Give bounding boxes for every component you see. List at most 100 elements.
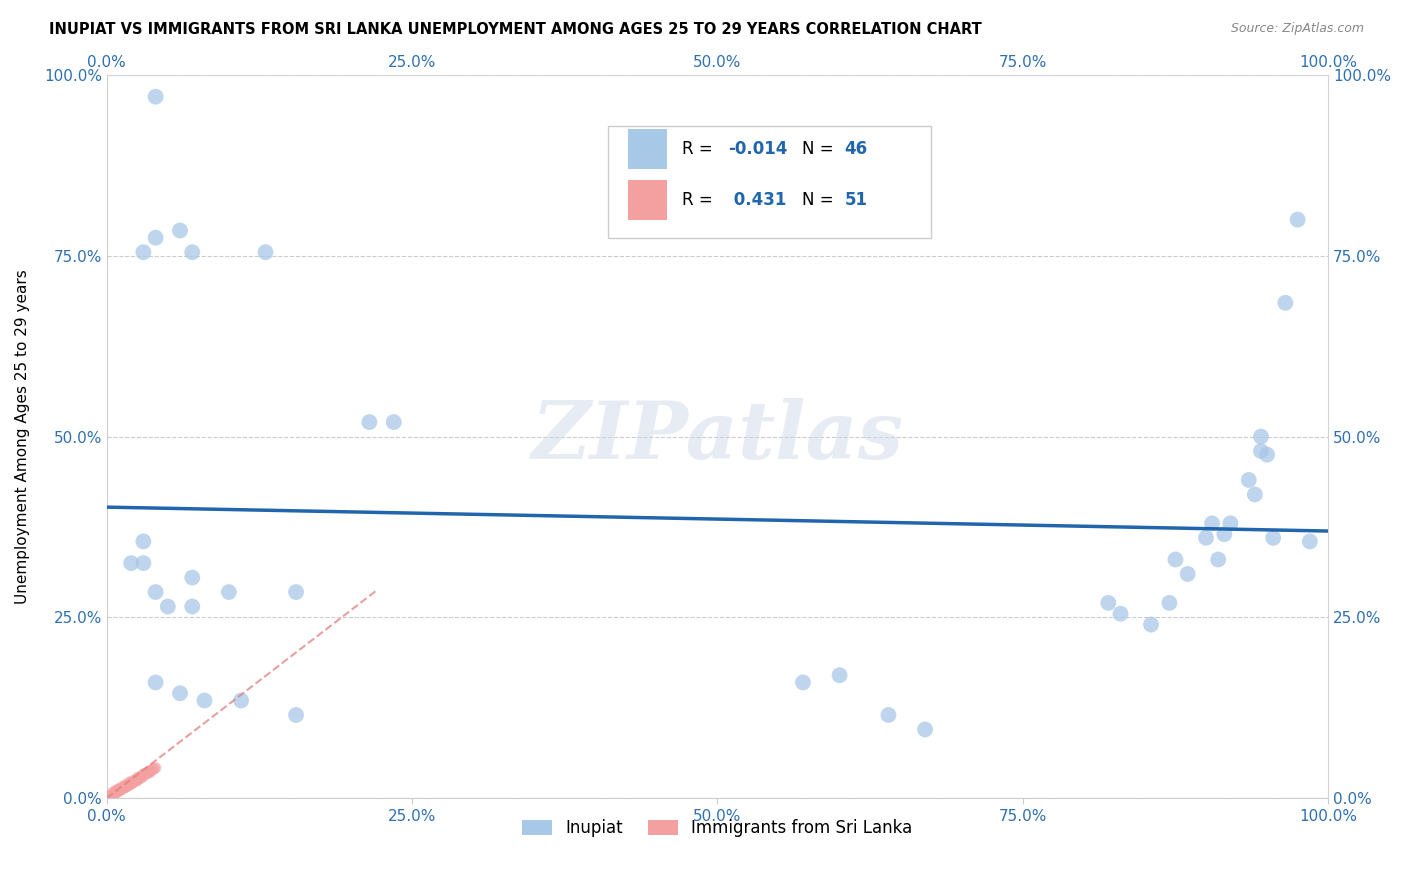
Point	[218, 585, 240, 599]
Point	[143, 762, 166, 776]
Point	[124, 773, 146, 788]
Point	[111, 780, 134, 794]
Point	[285, 708, 308, 723]
Text: 51: 51	[845, 191, 868, 209]
Point	[120, 556, 142, 570]
Text: ZIPatlas: ZIPatlas	[531, 398, 904, 475]
Bar	[628, 180, 668, 220]
Point	[138, 765, 160, 780]
Point	[108, 781, 131, 796]
Point	[229, 693, 252, 707]
Point	[1219, 516, 1241, 531]
Point	[134, 767, 156, 781]
Point	[138, 764, 160, 779]
Point	[1164, 552, 1187, 566]
Point	[136, 765, 159, 780]
Point	[122, 775, 145, 789]
Point	[1299, 534, 1322, 549]
Point	[120, 774, 142, 789]
FancyBboxPatch shape	[607, 126, 931, 237]
Point	[145, 761, 167, 775]
Point	[382, 415, 405, 429]
Point	[128, 770, 150, 784]
Point	[120, 777, 142, 791]
Text: R =: R =	[682, 140, 718, 158]
Point	[128, 772, 150, 787]
Point	[792, 675, 814, 690]
Point	[1244, 487, 1267, 501]
Point	[132, 767, 155, 781]
Text: N =: N =	[801, 140, 838, 158]
Point	[115, 780, 138, 794]
Point	[145, 585, 167, 599]
Point	[107, 782, 129, 797]
Point	[105, 785, 128, 799]
Point	[114, 778, 136, 792]
Point	[1250, 429, 1272, 443]
Point	[145, 230, 167, 244]
Point	[118, 778, 141, 792]
Point	[114, 780, 136, 795]
Text: N =: N =	[801, 191, 838, 209]
Point	[125, 773, 148, 788]
Text: 0.431: 0.431	[728, 191, 787, 209]
Point	[1201, 516, 1223, 531]
Point	[169, 686, 191, 700]
Point	[132, 556, 155, 570]
Point	[181, 599, 204, 614]
Point	[104, 786, 127, 800]
Point	[110, 782, 132, 797]
Point	[1177, 566, 1199, 581]
Point	[141, 763, 163, 777]
Point	[1097, 596, 1119, 610]
Point	[1140, 617, 1163, 632]
Point	[285, 585, 308, 599]
Point	[132, 769, 155, 783]
Point	[132, 245, 155, 260]
Legend: Inupiat, Immigrants from Sri Lanka: Inupiat, Immigrants from Sri Lanka	[516, 813, 920, 844]
Point	[1206, 552, 1229, 566]
Point	[1195, 531, 1218, 545]
Point	[108, 783, 131, 797]
Point	[118, 776, 141, 790]
Point	[1237, 473, 1260, 487]
Point	[135, 766, 157, 780]
Point	[127, 771, 149, 785]
Point	[1250, 444, 1272, 458]
Point	[131, 769, 153, 783]
Point	[145, 675, 167, 690]
Point	[877, 708, 900, 723]
Text: -0.014: -0.014	[728, 140, 787, 158]
Text: R =: R =	[682, 191, 718, 209]
Point	[100, 789, 122, 803]
Point	[156, 599, 179, 614]
Point	[129, 771, 152, 785]
Point	[104, 784, 127, 798]
Point	[121, 776, 143, 790]
Point	[181, 245, 204, 260]
Text: Source: ZipAtlas.com: Source: ZipAtlas.com	[1230, 22, 1364, 36]
Point	[914, 723, 936, 737]
Point	[120, 777, 142, 791]
Y-axis label: Unemployment Among Ages 25 to 29 years: Unemployment Among Ages 25 to 29 years	[15, 269, 30, 604]
Point	[145, 89, 167, 103]
Point	[101, 788, 124, 802]
Point	[359, 415, 381, 429]
Point	[193, 693, 215, 707]
Point	[118, 777, 141, 791]
Point	[107, 784, 129, 798]
Point	[1286, 212, 1309, 227]
Point	[136, 765, 159, 780]
Point	[132, 534, 155, 549]
Point	[142, 762, 165, 776]
Point	[1213, 527, 1236, 541]
Point	[1159, 596, 1181, 610]
Point	[108, 784, 131, 798]
Point	[127, 773, 149, 788]
Point	[828, 668, 851, 682]
Point	[139, 764, 162, 778]
Point	[181, 571, 204, 585]
Point	[127, 773, 149, 788]
Text: 46: 46	[845, 140, 868, 158]
Point	[1263, 531, 1285, 545]
